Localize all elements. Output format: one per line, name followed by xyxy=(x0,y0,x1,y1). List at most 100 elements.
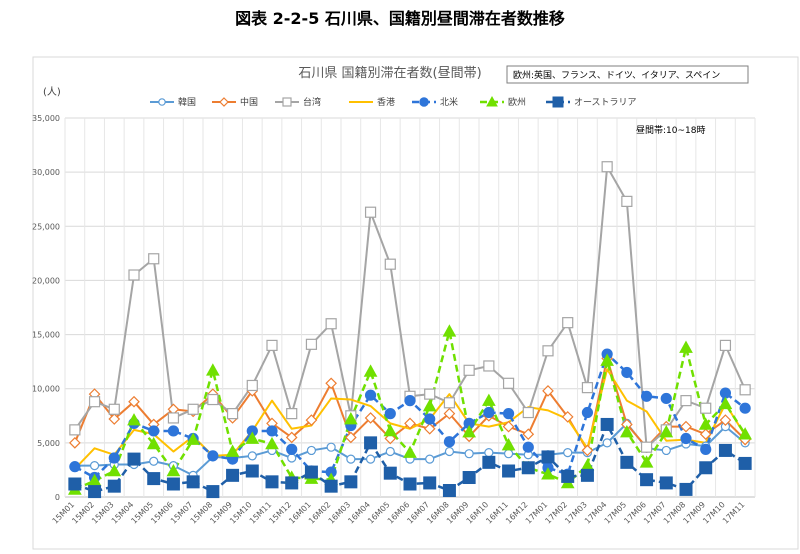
period-annotation: 昼間帯:10~18時 xyxy=(636,124,705,136)
series-6-point xyxy=(127,452,141,466)
series-2-point xyxy=(739,384,751,396)
series-6-point xyxy=(482,455,496,469)
europe-note-box: 欧州:英国、フランス、ドイツ、イタリア、スペイン xyxy=(506,65,749,84)
legend-label: 北米 xyxy=(440,96,458,108)
series-1-point xyxy=(443,407,456,420)
series-5-point xyxy=(107,463,122,477)
series-5-point xyxy=(718,396,733,410)
y-tick-label: 10,000 xyxy=(32,385,60,394)
series-6-point xyxy=(226,468,240,482)
series-4-point xyxy=(522,441,534,453)
legend-label: 中国 xyxy=(240,96,258,108)
series-4-point xyxy=(364,389,377,401)
y-tick-label: 20,000 xyxy=(32,276,60,285)
series-5-point xyxy=(679,340,693,353)
series-6-point xyxy=(552,96,564,108)
series-5-point xyxy=(462,424,476,438)
series-4-point xyxy=(167,425,180,437)
series-2-point xyxy=(483,360,495,372)
series-2-point xyxy=(680,395,692,407)
series-4-point xyxy=(424,413,436,425)
series-6-point xyxy=(699,461,713,475)
series-1-point xyxy=(561,411,574,423)
series-markers xyxy=(68,161,752,499)
x-axis-ticks: 15M0115M0215M0315M0415M0515M0615M0715M08… xyxy=(51,500,747,526)
series-2-point xyxy=(502,377,515,389)
series-4-point xyxy=(700,443,712,455)
series-6-point xyxy=(403,477,417,491)
y-tick-label: 15,000 xyxy=(32,331,60,340)
series-6-markers xyxy=(68,417,752,499)
series-2-point xyxy=(719,339,732,351)
series-4-point xyxy=(207,450,219,462)
series-0-point xyxy=(89,460,100,471)
series-1-markers xyxy=(69,352,751,457)
series-0-point xyxy=(563,448,573,458)
series-1-point xyxy=(285,431,298,444)
series-6-point xyxy=(541,450,555,464)
y-tick-label: 25,000 xyxy=(32,222,60,231)
series-5-point xyxy=(501,437,516,451)
series-5-point xyxy=(245,431,260,444)
series-5-point xyxy=(600,353,614,366)
series-0-point xyxy=(385,446,395,457)
series-4-point xyxy=(680,432,692,445)
x-tick-label: 17M11 xyxy=(721,500,747,526)
series-5-point xyxy=(422,399,437,412)
series-5-point xyxy=(403,445,417,458)
series-5-point xyxy=(265,436,279,450)
series-6-point xyxy=(561,469,575,483)
series-5-point xyxy=(698,417,713,430)
series-5-point xyxy=(486,95,498,107)
series-5-point xyxy=(206,363,220,376)
series-0-point xyxy=(346,454,356,464)
legend-item-0: 韓国 xyxy=(150,97,196,108)
series-4-point xyxy=(419,97,429,107)
series-5-point xyxy=(166,463,181,477)
y-axis-ticks: 0 5,000 10,000 15,000 20,000 25,000 30,000 35,0… xyxy=(32,114,60,502)
series-6-point xyxy=(462,471,476,485)
series-2-point xyxy=(88,396,101,408)
series-1-point xyxy=(542,385,554,397)
series-1-point xyxy=(699,428,712,441)
series-5-point xyxy=(186,432,200,445)
chart-title: 石川県 国籍別滞在者数(昼間帯) xyxy=(298,65,481,81)
legend-label: オーストラリア xyxy=(574,97,637,108)
series-4-point xyxy=(739,402,751,414)
series-6-point xyxy=(344,475,358,489)
series-2-point xyxy=(581,382,594,394)
series-1-point xyxy=(219,97,229,107)
series-2-point xyxy=(325,318,337,330)
series-1-point xyxy=(719,414,732,426)
series-1-point xyxy=(581,444,594,457)
series-6-point xyxy=(640,473,654,487)
legend: 韓国 中国 台湾 香港 北米 欧州 オーストラリア xyxy=(150,95,637,108)
series-2-point xyxy=(286,408,298,420)
series-5-point xyxy=(580,458,595,471)
legend-item-4: 北米 xyxy=(412,96,458,108)
series-6-point xyxy=(245,464,259,478)
series-5-point xyxy=(659,424,674,438)
series-2-point xyxy=(522,406,534,419)
series-6-point xyxy=(68,477,82,491)
series-4-point xyxy=(286,443,298,455)
series-6-point xyxy=(364,436,378,450)
series-0-point xyxy=(425,454,435,464)
series-6-point xyxy=(659,476,673,490)
series-6-point xyxy=(285,476,299,490)
legend-item-2: 台湾 xyxy=(275,96,321,108)
series-5-point xyxy=(363,364,378,377)
series-6-point xyxy=(186,475,200,489)
series-6-point xyxy=(166,477,180,491)
europe-note-border xyxy=(506,65,749,84)
series-1-point xyxy=(364,412,377,424)
series-6-point xyxy=(738,456,752,470)
series-0-point xyxy=(247,451,257,461)
series-0-point xyxy=(287,453,297,463)
series-2-point xyxy=(542,345,554,357)
series-5-markers xyxy=(68,324,752,495)
series-4-point xyxy=(443,436,456,448)
series-2-point xyxy=(364,206,377,218)
legend-item-6: オーストラリア xyxy=(546,96,637,108)
